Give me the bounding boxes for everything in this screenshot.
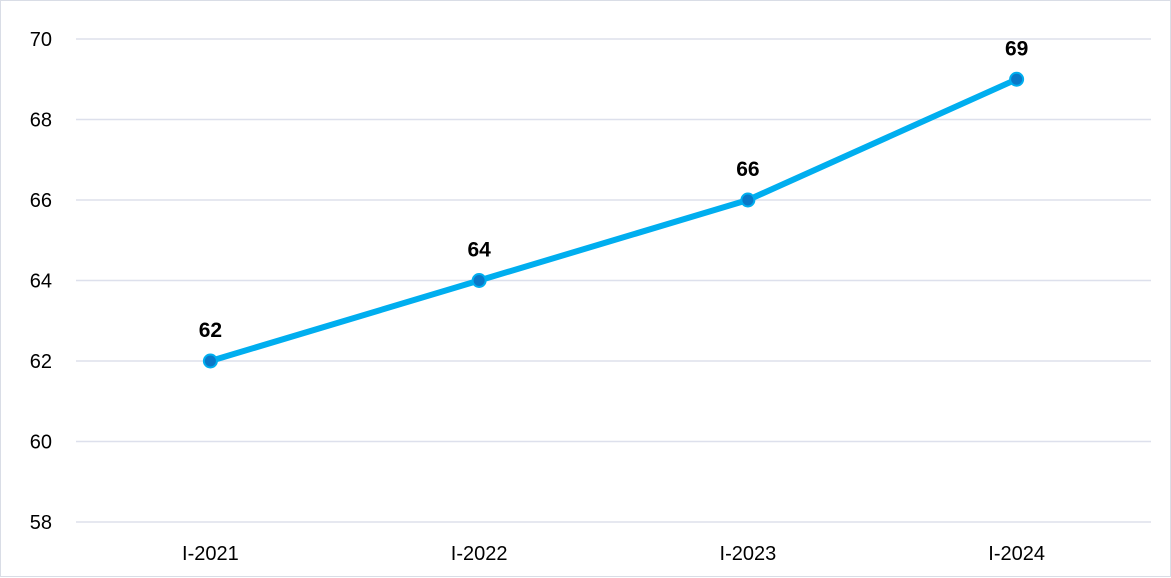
- x-tick-label-I-2023: I-2023: [720, 543, 777, 565]
- x-tick-label-I-2022: I-2022: [451, 543, 508, 565]
- y-axis-ticks: 58 60 62 64 66 68 70: [30, 29, 52, 534]
- data-labels: 62 64 66 69: [199, 37, 1029, 342]
- data-label-I-2021: 62: [199, 319, 222, 342]
- data-points: [202, 71, 1025, 369]
- x-tick-label-I-2021: I-2021: [182, 543, 239, 565]
- y-tick-label-70: 70: [30, 29, 52, 51]
- y-tick-label-64: 64: [30, 271, 52, 293]
- data-label-I-2022: 64: [467, 239, 491, 262]
- data-label-I-2023: 66: [736, 158, 759, 181]
- y-tick-label-60: 60: [30, 432, 52, 454]
- y-tick-label-62: 62: [30, 351, 52, 373]
- data-point-I-2023: [740, 192, 756, 208]
- y-tick-label-66: 66: [30, 190, 52, 212]
- data-point-I-2022: [471, 273, 487, 288]
- gridlines: [76, 38, 1151, 523]
- y-tick-label-58: 58: [30, 512, 52, 534]
- y-tick-label-68: 68: [30, 110, 52, 132]
- data-point-I-2021: [202, 353, 218, 369]
- x-axis-ticks: I-2021 I-2022 I-2023 I-2024: [182, 543, 1045, 565]
- series-line-group: [207, 76, 1020, 364]
- data-label-I-2024: 69: [1005, 37, 1028, 60]
- x-tick-label-I-2024: I-2024: [988, 543, 1045, 565]
- data-point-I-2024: [1009, 71, 1025, 87]
- series-line: [207, 76, 1020, 364]
